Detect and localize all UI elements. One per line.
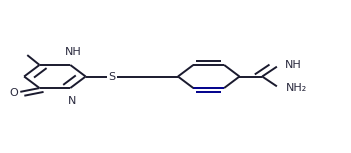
Text: N: N bbox=[68, 96, 76, 106]
Text: NH₂: NH₂ bbox=[286, 83, 307, 93]
Text: S: S bbox=[108, 71, 115, 82]
Text: NH: NH bbox=[65, 47, 81, 57]
Text: NH: NH bbox=[285, 60, 301, 70]
Text: O: O bbox=[9, 88, 18, 98]
